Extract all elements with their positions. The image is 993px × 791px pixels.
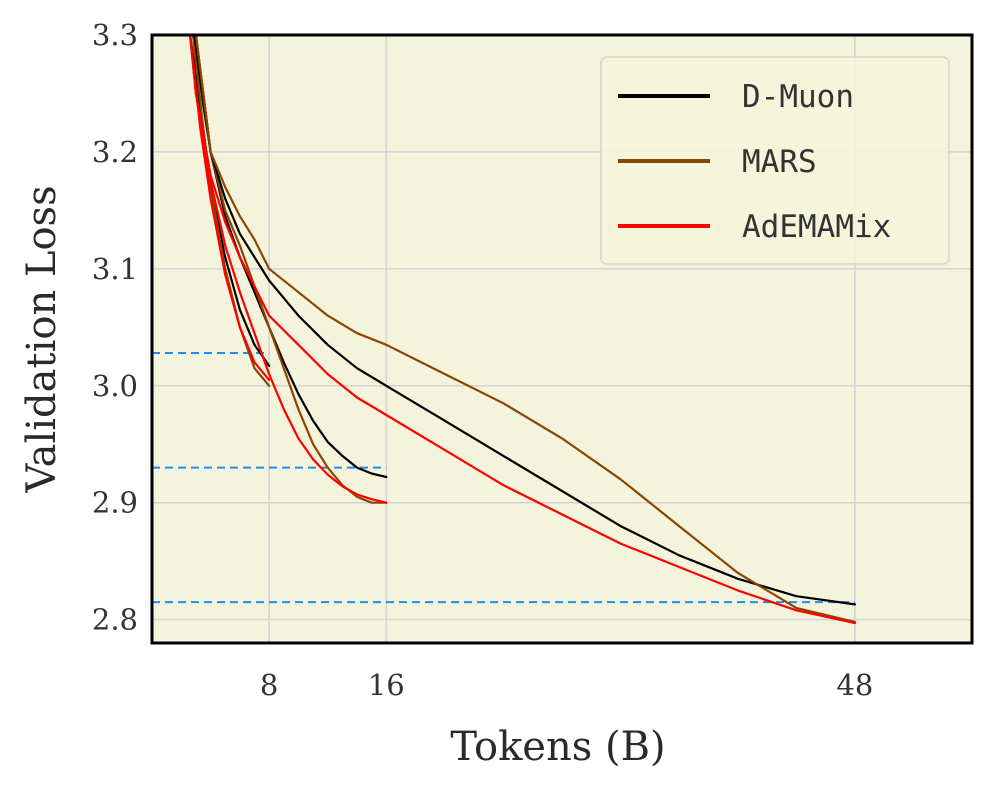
series-line-ademamix-16b xyxy=(189,35,388,504)
y-tick-label: 2.9 xyxy=(92,486,138,520)
y-tick-label: 2.8 xyxy=(92,603,138,637)
legend: D-Muon MARS AdEMAMix xyxy=(600,56,950,265)
x-tick-labels: 8 16 48 xyxy=(260,668,873,702)
legend-label-mars: MARS xyxy=(742,144,817,180)
legend-box xyxy=(600,56,950,265)
series-line-mars-16b xyxy=(194,35,388,504)
y-tick-label: 3.2 xyxy=(92,135,138,169)
series-line-ademamix-48b xyxy=(189,35,857,625)
x-tick-label: 16 xyxy=(368,668,405,702)
series-line-ademamix-8b xyxy=(189,35,271,381)
x-axis-title: Tokens (B) xyxy=(450,724,665,770)
series-line-d-muon-48b xyxy=(194,35,857,606)
y-axis-title: Validation Loss xyxy=(19,185,65,493)
y-tick-labels: 2.8 2.9 3.0 3.1 3.2 3.3 xyxy=(92,18,138,637)
y-tick-label: 3.0 xyxy=(92,369,138,403)
series-lines xyxy=(189,35,857,625)
series-line-mars-48b xyxy=(194,35,857,624)
x-tick-label: 48 xyxy=(836,668,873,702)
plot-frame xyxy=(150,33,974,645)
legend-label-d-muon: D-Muon xyxy=(742,79,854,115)
legend-label-ademamix: AdEMAMix xyxy=(742,209,891,245)
x-tick-label: 8 xyxy=(260,668,278,702)
y-tick-label: 3.3 xyxy=(92,18,138,52)
y-tick-label: 3.1 xyxy=(92,252,138,286)
